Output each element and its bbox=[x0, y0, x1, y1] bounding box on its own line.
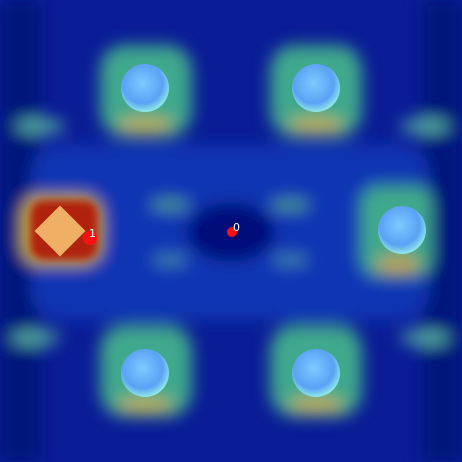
marker-dot bbox=[83, 231, 97, 245]
marker-label: 1 bbox=[89, 227, 96, 240]
ball bbox=[378, 206, 426, 254]
ball bbox=[292, 349, 340, 397]
ball bbox=[292, 64, 340, 112]
objects bbox=[34, 64, 426, 397]
marker-label: 0 bbox=[233, 221, 240, 234]
marker-dot bbox=[227, 227, 237, 237]
ball bbox=[121, 349, 169, 397]
ball bbox=[121, 64, 169, 112]
diamond bbox=[34, 205, 86, 257]
